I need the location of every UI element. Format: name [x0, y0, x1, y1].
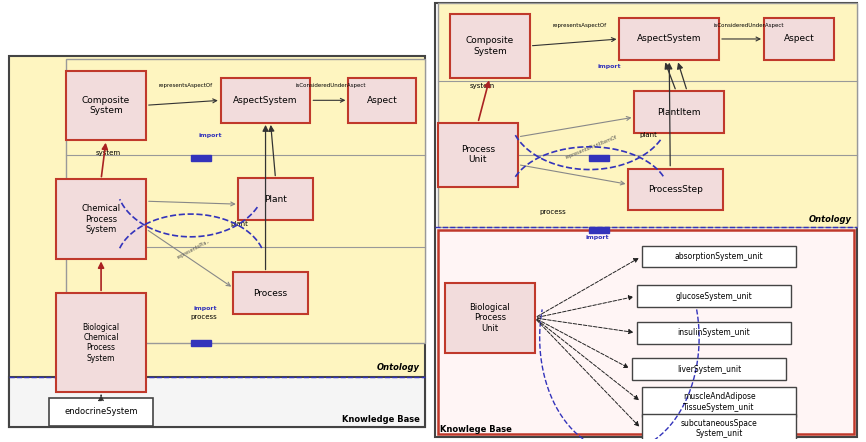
Text: subcutaneousSpace
System_unit: subcutaneousSpace System_unit — [681, 419, 758, 438]
Bar — [637, 285, 792, 307]
Text: Chemical
Process
System: Chemical Process System — [81, 204, 120, 234]
Text: Process: Process — [254, 289, 288, 298]
Text: Aspect: Aspect — [367, 96, 397, 105]
Text: Composite
System: Composite System — [82, 95, 130, 115]
Bar — [238, 179, 313, 220]
Text: plant: plant — [639, 132, 657, 138]
Bar — [628, 168, 722, 210]
Bar — [642, 414, 797, 442]
Bar — [10, 377, 425, 427]
Bar — [438, 230, 854, 434]
Text: process: process — [191, 314, 217, 320]
Text: AspectSystem: AspectSystem — [637, 34, 701, 43]
Bar — [10, 56, 425, 427]
Bar — [438, 122, 518, 187]
Text: Plant: Plant — [264, 195, 287, 204]
Bar — [348, 78, 416, 122]
Bar — [445, 283, 534, 353]
Text: process: process — [540, 209, 566, 215]
Text: muscleAndAdipose
TissueSystem_unit: muscleAndAdipose TissueSystem_unit — [682, 392, 755, 412]
Bar — [435, 4, 856, 437]
Text: system: system — [470, 84, 495, 89]
Bar — [632, 358, 786, 380]
Text: ProcessStep: ProcessStep — [648, 185, 702, 194]
Bar — [191, 340, 210, 346]
Bar — [590, 155, 610, 160]
Bar — [48, 398, 153, 426]
Text: representsAspectOf: representsAspectOf — [158, 84, 213, 88]
Text: PlantItem: PlantItem — [657, 108, 701, 117]
Bar — [642, 246, 797, 267]
Text: glucoseSystem_unit: glucoseSystem_unit — [675, 292, 753, 301]
Bar — [642, 387, 797, 417]
Bar — [764, 18, 834, 60]
Text: Biological
Chemical
Process
System: Biological Chemical Process System — [82, 323, 120, 363]
Text: Aspect: Aspect — [784, 34, 814, 43]
Text: representsAspectOf: representsAspectOf — [553, 23, 606, 28]
Text: Knowledge Base: Knowledge Base — [342, 415, 420, 424]
Text: plant: plant — [230, 221, 249, 227]
Bar — [66, 71, 146, 140]
Text: absorptionSystem_unit: absorptionSystem_unit — [675, 252, 764, 261]
Bar — [233, 272, 308, 314]
Text: Ontology: Ontology — [809, 215, 851, 224]
Bar — [221, 78, 310, 122]
Text: representsPlantItemOf: representsPlantItemOf — [565, 135, 618, 160]
Bar — [635, 91, 724, 133]
Text: Process
Unit: Process Unit — [461, 145, 494, 164]
Bar — [590, 227, 610, 233]
Bar — [66, 59, 425, 343]
Text: Biological
Process
Unit: Biological Process Unit — [469, 303, 510, 333]
Bar — [56, 293, 146, 392]
Bar — [191, 155, 210, 160]
Bar — [56, 179, 146, 259]
Bar — [637, 322, 792, 343]
Text: import: import — [598, 64, 621, 69]
Bar — [619, 18, 719, 60]
Text: isConsideredUnderAspect: isConsideredUnderAspect — [714, 23, 785, 28]
Text: import: import — [199, 133, 223, 138]
Text: liverSystem_unit: liverSystem_unit — [677, 365, 741, 374]
Text: insulinSystem_unit: insulinSystem_unit — [678, 328, 751, 337]
Text: AspectSystem: AspectSystem — [233, 96, 298, 105]
Text: endocrineSystem: endocrineSystem — [64, 408, 138, 416]
Bar — [438, 4, 856, 227]
Bar — [450, 14, 530, 78]
Text: import: import — [194, 306, 217, 311]
Text: Ontology: Ontology — [377, 363, 420, 372]
Text: Composite
System: Composite System — [466, 36, 514, 56]
Text: import: import — [585, 235, 609, 240]
Text: system: system — [96, 150, 121, 156]
Text: isConsideredUnderAspect: isConsideredUnderAspect — [295, 84, 365, 88]
Text: representsPla..: representsPla.. — [176, 239, 210, 260]
Text: Knowlege Base: Knowlege Base — [440, 425, 512, 434]
